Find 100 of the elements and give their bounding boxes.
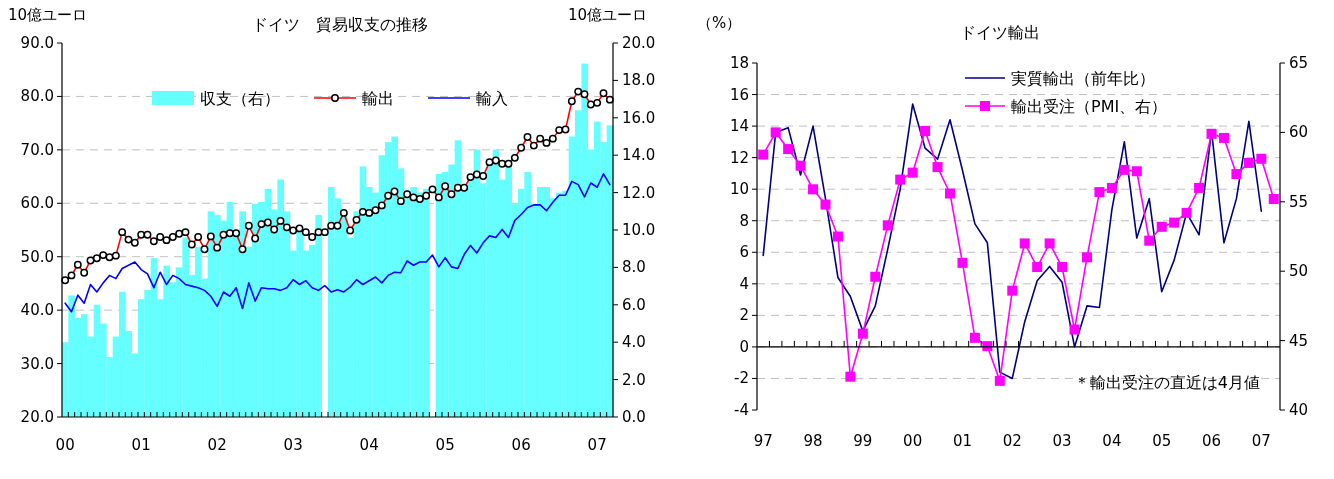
y-axis-title: 10億ユーロ [8, 6, 88, 24]
x-tick-label: 03 [283, 436, 303, 454]
point [969, 332, 980, 343]
x-tick-label: 97 [753, 432, 773, 450]
point [857, 328, 868, 339]
x-tick-label: 03 [1052, 432, 1072, 450]
y-tick-label: 40.0 [20, 301, 54, 320]
point [1256, 153, 1267, 164]
x-tick-label: 07 [587, 436, 607, 454]
point [1119, 164, 1130, 175]
point [1218, 132, 1229, 143]
x-tick-label: 05 [1152, 432, 1172, 450]
point [1268, 194, 1279, 205]
legend-label: 実質輸出（前年比） [1011, 69, 1155, 88]
point [1044, 238, 1055, 249]
point [1156, 221, 1167, 232]
y-tick-label: -4 [734, 401, 749, 419]
point [1169, 217, 1180, 228]
y2-tick-label: 12.0 [622, 183, 656, 202]
y2-axis-title: 10億ユーロ [568, 6, 648, 24]
point [1019, 238, 1030, 249]
y2-tick-label: 40 [1289, 401, 1309, 419]
x-tick-label: 04 [359, 436, 379, 454]
point [832, 231, 843, 242]
x-tick-label: 02 [1002, 432, 1022, 450]
y-tick-label: 70.0 [20, 140, 54, 159]
point [1144, 235, 1155, 246]
y2-tick-label: 4.0 [622, 333, 646, 352]
x-tick-label: 98 [803, 432, 823, 450]
y2-tick-label: 65 [1289, 54, 1309, 72]
x-tick-label: 04 [1102, 432, 1122, 450]
point [770, 127, 781, 138]
y-tick-label: 4 [739, 274, 749, 293]
y-tick-label: 90.0 [20, 34, 54, 52]
line-series [64, 173, 611, 313]
y-tick-label: 30.0 [20, 354, 54, 373]
y2-tick-label: 18.0 [622, 71, 656, 90]
y2-tick-label: 55 [1289, 192, 1309, 211]
y-tick-label: 18 [729, 54, 749, 72]
y-tick-label: 60.0 [20, 194, 54, 213]
y2-tick-label: 8.0 [622, 258, 646, 277]
point [820, 199, 831, 210]
point [994, 375, 1005, 386]
point [920, 126, 931, 137]
point [1094, 187, 1105, 198]
point [1131, 166, 1142, 177]
x-tick-label: 00 [903, 432, 923, 450]
y-tick-label: 50.0 [20, 247, 54, 266]
annotation: ＊輸出受注の直近は4月値 [1073, 373, 1260, 392]
point [1194, 182, 1205, 193]
y2-tick-label: 2.0 [622, 370, 646, 389]
point [845, 371, 856, 382]
x-tick-label: 00 [55, 436, 75, 454]
y-tick-label: 10 [729, 180, 749, 199]
x-tick-label: 07 [1251, 432, 1271, 450]
point [1181, 207, 1192, 218]
point [895, 174, 906, 185]
point [808, 184, 819, 195]
x-tick-label: 06 [511, 436, 531, 454]
point [783, 144, 794, 155]
point [1081, 252, 1092, 263]
y-tick-label: 12 [729, 148, 749, 167]
point [1069, 324, 1080, 335]
y-axis-title: （%） [697, 14, 742, 32]
point [932, 162, 943, 173]
y2-tick-label: 0.0 [622, 408, 646, 426]
y-tick-label: 14 [729, 117, 749, 136]
x-tick-label: 01 [952, 432, 973, 450]
point [1057, 262, 1068, 273]
point [1206, 128, 1217, 139]
y2-tick-label: 14.0 [622, 146, 656, 165]
y-tick-label: 16 [729, 85, 749, 104]
y2-tick-label: 60 [1289, 123, 1309, 142]
point [957, 257, 968, 268]
y-tick-label: 20.0 [20, 408, 54, 426]
point [882, 220, 893, 231]
x-tick-label: 06 [1201, 432, 1222, 450]
point [945, 188, 956, 199]
y-tick-label: 8 [739, 211, 749, 230]
y2-tick-label: 16.0 [622, 108, 656, 127]
point [870, 271, 881, 282]
x-tick-label: 05 [435, 436, 455, 454]
y2-tick-label: 10.0 [622, 221, 656, 239]
legend-label: 収支（右） [200, 89, 280, 108]
point [795, 160, 806, 171]
point [1106, 182, 1117, 193]
y-tick-label: 0 [739, 337, 749, 356]
x-tick-label: 01 [131, 436, 151, 454]
legend-label: 輸出 [362, 89, 394, 108]
x-tick-label: 02 [207, 436, 227, 454]
x-tick-label: 99 [853, 432, 873, 450]
point [1243, 157, 1254, 168]
point [1231, 169, 1242, 180]
y2-tick-label: 6.0 [622, 295, 646, 314]
point [907, 167, 918, 178]
y2-tick-label: 50 [1289, 262, 1309, 281]
legend-label: 輸入 [476, 89, 508, 108]
chart-title: ドイツ 貿易収支の推移 [252, 15, 428, 34]
y2-tick-label: 20.0 [622, 34, 656, 52]
y-tick-label: 2 [739, 306, 749, 325]
